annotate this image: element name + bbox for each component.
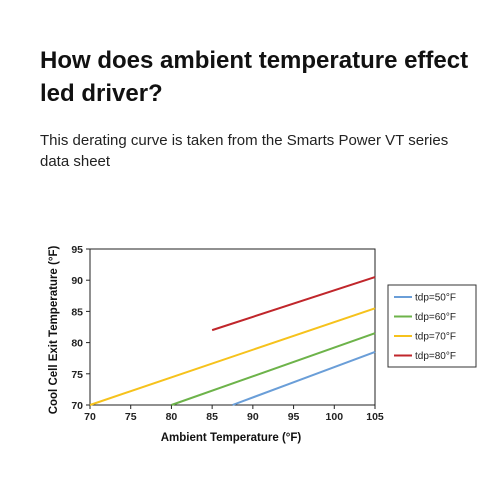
y-tick-label: 85 bbox=[71, 306, 83, 318]
x-tick-label: 95 bbox=[288, 411, 300, 423]
series-line-1 bbox=[232, 351, 376, 406]
y-tick-label: 95 bbox=[71, 244, 83, 256]
y-axis-label: Cool Cell Exit Temperature (°F) bbox=[48, 246, 60, 415]
x-tick-label: 100 bbox=[326, 411, 344, 423]
x-tick-label: 80 bbox=[166, 411, 178, 423]
x-axis-label: Ambient Temperature (°F) bbox=[161, 432, 302, 444]
x-tick-label: 105 bbox=[366, 411, 384, 423]
x-tick-label: 85 bbox=[206, 411, 218, 423]
y-tick-label: 80 bbox=[71, 338, 83, 350]
article-headline: How does ambient temperature effect led … bbox=[40, 47, 469, 107]
y-tick-label: 90 bbox=[71, 275, 83, 287]
series-line-2 bbox=[171, 332, 376, 406]
series-line-3 bbox=[89, 307, 376, 406]
plot-frame bbox=[89, 248, 376, 406]
article-caption: This derating curve is taken from the Sm… bbox=[40, 132, 449, 170]
x-tick-label: 90 bbox=[247, 411, 259, 423]
x-tick-label: 75 bbox=[125, 411, 137, 423]
x-tick-label: 70 bbox=[84, 411, 96, 423]
y-tick-label: 75 bbox=[71, 369, 83, 381]
y-tick-label: 70 bbox=[71, 400, 83, 412]
series-line-4 bbox=[211, 276, 376, 332]
legend-box bbox=[387, 284, 477, 368]
legend-entry: tdp=80°F bbox=[415, 351, 456, 362]
legend-entry: tdp=60°F bbox=[415, 312, 456, 323]
legend-entry: tdp=50°F bbox=[415, 293, 456, 304]
legend-entry: tdp=70°F bbox=[415, 332, 456, 343]
